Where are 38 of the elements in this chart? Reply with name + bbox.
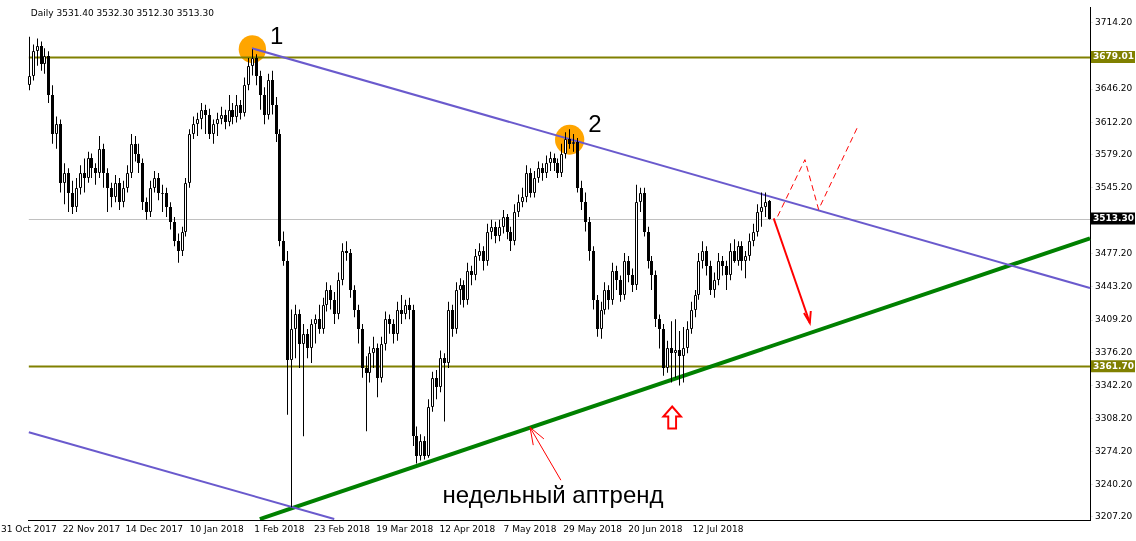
y-tick-label: 3342.20 <box>1095 379 1133 390</box>
candlestick <box>161 184 164 213</box>
x-tick-label: 12 Jul 2018 <box>692 523 744 534</box>
x-tick-label: 14 Dec 2017 <box>125 523 183 534</box>
y-tick-label: 3409.20 <box>1095 314 1133 325</box>
x-tick-label: 20 Jun 2018 <box>628 523 683 534</box>
y-tick-label: 3274.20 <box>1095 445 1133 456</box>
y-tick-label: 3308.20 <box>1095 412 1133 423</box>
ref-line-label: 3513.30 <box>1093 212 1134 223</box>
y-tick-label: 3376.20 <box>1095 346 1133 357</box>
y-tick-label: 3612.20 <box>1095 116 1133 127</box>
x-tick-label: 19 Mar 2018 <box>376 523 434 534</box>
candlestick <box>670 321 673 383</box>
x-tick-label: 22 Nov 2017 <box>62 523 121 534</box>
annotation: недельный аптренд <box>442 481 664 509</box>
candlestick <box>365 356 368 432</box>
annotation: 2 <box>588 109 602 137</box>
y-tick-label: 3240.20 <box>1095 479 1133 490</box>
annotation: 1 <box>270 22 284 50</box>
x-tick-label: 12 Apr 2018 <box>439 523 496 534</box>
x-tick-label: 29 May 2018 <box>563 523 623 534</box>
ref-line-label: 3361.70 <box>1093 360 1134 371</box>
chart-title: Daily 3531.40 3532.30 3512.30 3513.30 <box>30 8 215 19</box>
y-tick-label: 3545.20 <box>1095 181 1133 192</box>
y-tick-label: 3579.20 <box>1095 148 1133 159</box>
candlestick <box>674 319 677 378</box>
x-tick-label: 23 Feb 2018 <box>314 523 371 534</box>
ref-line-label: 3679.01 <box>1093 51 1134 62</box>
x-tick-label: 7 May 2018 <box>503 523 557 534</box>
x-tick-label: 31 Oct 2017 <box>1 523 57 534</box>
x-tick-label: 1 Feb 2018 <box>254 523 305 534</box>
y-tick-label: 3714.20 <box>1095 17 1133 28</box>
y-tick-label: 3477.20 <box>1095 248 1133 259</box>
y-tick-label: 3207.20 <box>1095 511 1133 522</box>
x-tick-label: 10 Jan 2018 <box>189 523 245 534</box>
y-tick-label: 3443.20 <box>1095 281 1133 292</box>
y-tick-label: 3646.20 <box>1095 83 1133 94</box>
candlestick <box>302 324 305 437</box>
